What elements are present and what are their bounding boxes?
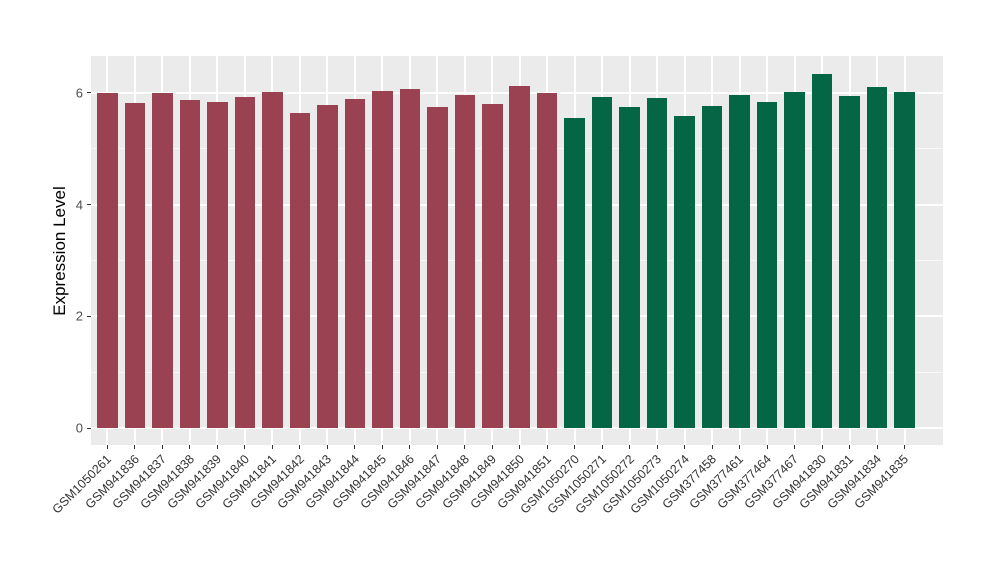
bar-GSM941834: [866, 86, 888, 429]
bar-GSM941846: [399, 88, 421, 429]
bar-GSM941844: [344, 99, 366, 429]
y-tick-label: 0: [75, 420, 83, 436]
x-tick: [574, 445, 576, 449]
x-tick: [381, 445, 383, 449]
major-gridline-y: [91, 427, 943, 430]
x-tick: [766, 445, 768, 449]
x-tick: [436, 445, 438, 449]
x-tick: [409, 445, 411, 449]
bar-GSM941830: [811, 73, 833, 429]
x-tick: [711, 445, 713, 449]
bar-GSM941849: [482, 104, 503, 429]
bar-GSM941848: [454, 95, 476, 429]
x-tick: [601, 445, 603, 449]
plot-panel: [91, 56, 943, 445]
y-tick: [87, 427, 91, 429]
bar-GSM941831: [839, 95, 860, 429]
x-tick: [491, 445, 493, 449]
x-tick: [299, 445, 301, 449]
y-tick: [87, 204, 91, 206]
bar-GSM941851: [536, 92, 558, 429]
y-tick-label: 2: [75, 308, 83, 324]
bar-GSM941835: [894, 91, 915, 429]
x-tick: [904, 445, 906, 449]
bar-GSM941841: [262, 91, 283, 429]
x-tick: [161, 445, 163, 449]
bar-GSM941847: [427, 106, 448, 429]
x-tick: [656, 445, 658, 449]
x-tick: [134, 445, 136, 449]
x-tick: [216, 445, 218, 449]
x-tick: [271, 445, 273, 449]
bar-GSM1050270: [564, 118, 585, 429]
x-tick: [189, 445, 191, 449]
y-axis-title: Expression Level: [50, 185, 69, 316]
x-tick: [244, 445, 246, 449]
x-tick: [794, 445, 796, 449]
x-tick: [876, 445, 878, 449]
bar-GSM941850: [509, 85, 530, 429]
bar-GSM941838: [179, 100, 201, 429]
x-tick: [464, 445, 466, 449]
y-tick: [87, 315, 91, 317]
bar-GSM941843: [317, 104, 338, 429]
x-tick: [106, 445, 108, 449]
x-tick: [629, 445, 631, 449]
x-tick: [546, 445, 548, 449]
x-tick: [519, 445, 521, 449]
bar-GSM941836: [124, 103, 146, 429]
bar-GSM377461: [729, 95, 750, 429]
bar-GSM1050261: [97, 92, 118, 429]
y-tick-label: 6: [75, 85, 83, 101]
x-tick: [684, 445, 686, 449]
bar-GSM377467: [784, 91, 805, 429]
x-tick: [354, 445, 356, 449]
y-tick: [87, 92, 91, 94]
bar-GSM377464: [756, 102, 778, 429]
bar-GSM941840: [234, 96, 256, 429]
x-tick: [326, 445, 328, 449]
bar-GSM941839: [207, 102, 228, 429]
bar-GSM1050271: [591, 96, 613, 429]
x-tick: [739, 445, 741, 449]
bar-GSM377458: [701, 105, 723, 429]
bar-GSM941837: [152, 93, 173, 429]
bar-GSM941842: [289, 112, 311, 429]
x-tick: [821, 445, 823, 449]
bar-GSM1050274: [674, 115, 695, 429]
y-tick-label: 4: [75, 197, 83, 213]
bar-GSM941845: [372, 90, 393, 429]
bar-GSM1050273: [646, 98, 668, 429]
bar-GSM1050272: [619, 106, 640, 429]
x-tick: [849, 445, 851, 449]
